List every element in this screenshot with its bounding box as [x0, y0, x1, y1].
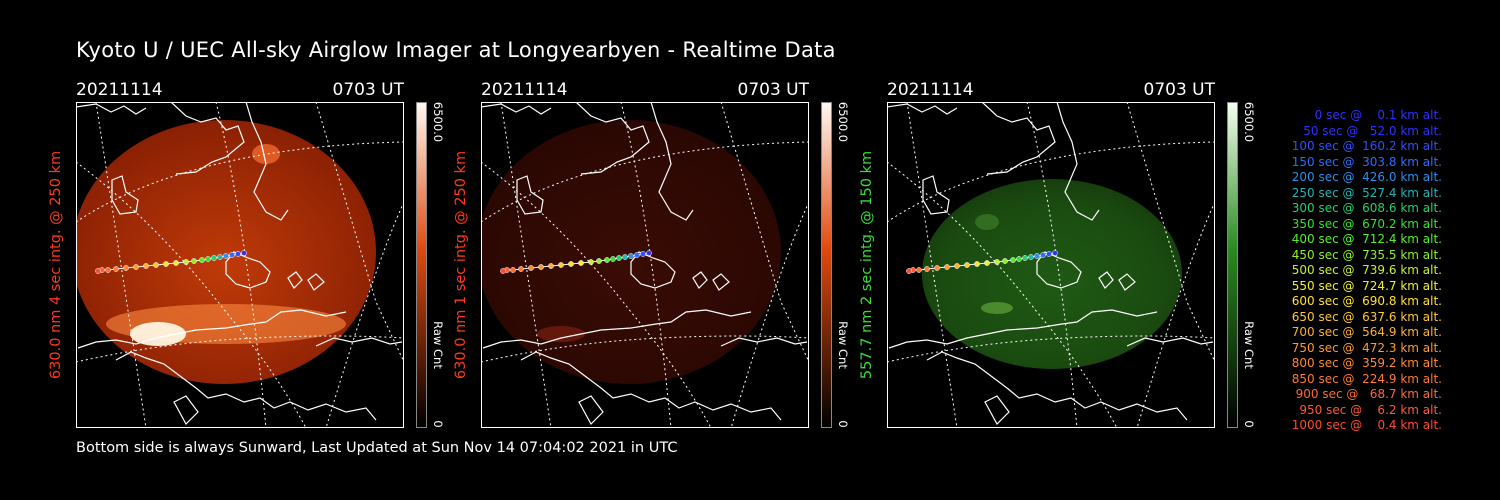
- trajectory-point: [199, 257, 205, 263]
- legend-entry: 750 sec @ 472.3 km alt.: [1287, 340, 1442, 355]
- trajectory-point: [622, 254, 628, 260]
- legend-entry: 0 sec @ 0.1 km alt.: [1303, 108, 1442, 122]
- trajectory-point: [510, 267, 516, 273]
- legend-entry: 150 sec @ 303.8 km alt.: [1287, 154, 1442, 169]
- trajectory-point: [640, 251, 646, 257]
- trajectory-point: [229, 252, 235, 258]
- trajectory-point: [143, 263, 149, 269]
- trajectory-point: [153, 262, 159, 268]
- trajectory-point: [235, 251, 241, 257]
- legend-entry: 800 sec @ 359.2 km alt.: [1287, 356, 1442, 370]
- panel-ylabel-text: 630.0 nm 4 sec intg. @ 250 km: [48, 150, 64, 380]
- trajectory-point: [610, 256, 616, 262]
- trajectory-point: [1046, 251, 1052, 257]
- legend-entry: 450 sec @ 735.5 km alt.: [1287, 247, 1442, 262]
- colorbar: [416, 102, 427, 428]
- legend-entry: 350 sec @ 670.2 km alt.: [1287, 216, 1442, 231]
- panel-date: 20211114: [887, 80, 974, 100]
- trajectory-point: [588, 259, 594, 265]
- legend-entry: 250 sec @ 527.4 km alt.: [1287, 185, 1442, 200]
- legend-entry: 650 sec @ 637.6 km alt.: [1287, 309, 1442, 324]
- trajectory-point: [123, 265, 129, 271]
- panel-date: 20211114: [481, 80, 568, 100]
- trajectory-point: [223, 253, 229, 259]
- trajectory-point: [906, 268, 912, 274]
- legend-entry: 1000 sec @ 0.4 km alt.: [1291, 418, 1442, 432]
- panel-2: 20211114 0703 UT 630.0 nm 1 sec intg. @ …: [453, 80, 850, 428]
- trajectory-legend: 0 sec @ 0.1 km alt. 50 sec @ 52.0 km alt…: [1262, 108, 1442, 434]
- trajectory-point: [596, 258, 602, 264]
- allsky-image: [887, 102, 1215, 428]
- allsky-image: [481, 102, 809, 428]
- trajectory-point: [634, 252, 640, 258]
- panel-ylabel-text: 557.7 nm 2 sec intg. @ 150 km: [859, 150, 875, 380]
- trajectory-point: [578, 260, 584, 266]
- legend-entry: 100 sec @ 160.2 km alt.: [1287, 139, 1442, 153]
- panel-time: 0703 UT: [332, 80, 405, 100]
- trajectory-point: [95, 268, 101, 274]
- legend-entry: 950 sec @ 6.2 km alt.: [1295, 402, 1442, 417]
- colorbar: [1227, 102, 1238, 428]
- legend-entry: 300 sec @ 608.6 km alt.: [1287, 201, 1442, 215]
- trajectory-point: [1040, 252, 1046, 258]
- trajectory-point: [211, 255, 217, 261]
- panel-date: 20211114: [76, 80, 163, 100]
- trajectory-point: [1016, 256, 1022, 262]
- trajectory-point: [616, 255, 622, 261]
- legend-entry: 600 sec @ 690.8 km alt.: [1287, 294, 1442, 308]
- trajectory-point: [1028, 254, 1034, 260]
- allsky-image: [76, 102, 404, 428]
- trajectory-point: [518, 266, 524, 272]
- panel-ylabel-text: 630.0 nm 1 sec intg. @ 250 km: [453, 150, 469, 380]
- trajectory-point: [916, 267, 922, 273]
- legend-entry: 400 sec @ 712.4 km alt.: [1287, 232, 1442, 246]
- trajectory-point: [628, 253, 634, 259]
- panel-1: 20211114 0703 UT 630.0 nm 4 sec intg. @ …: [48, 80, 445, 428]
- trajectory-point: [984, 260, 990, 266]
- trajectory-point: [994, 259, 1000, 265]
- trajectory-point: [113, 266, 119, 272]
- trajectory-point: [974, 261, 980, 267]
- panel-time: 0703 UT: [737, 80, 810, 100]
- trajectory-point: [1010, 257, 1016, 263]
- trajectory-point: [133, 264, 139, 270]
- trajectory-point: [1052, 250, 1058, 256]
- trajectory-point: [954, 263, 960, 269]
- trajectory-point: [500, 268, 506, 274]
- trajectory-point: [646, 250, 652, 256]
- trajectory-point: [105, 267, 111, 273]
- panel-time: 0703 UT: [1143, 80, 1216, 100]
- panel-3: 20211114 0703 UT 557.7 nm 2 sec intg. @ …: [859, 80, 1256, 428]
- legend-entry: 550 sec @ 724.7 km alt.: [1287, 278, 1442, 293]
- legend-entry: 200 sec @ 426.0 km alt.: [1287, 170, 1442, 184]
- trajectory-point: [173, 260, 179, 266]
- legend-entry: 850 sec @ 224.9 km alt.: [1287, 371, 1442, 386]
- legend-entry: 50 sec @ 52.0 km alt.: [1295, 123, 1442, 138]
- trajectory-point: [217, 254, 223, 260]
- trajectory-point: [538, 264, 544, 270]
- trajectory-point: [528, 265, 534, 271]
- legend-entry: 900 sec @ 68.7 km alt.: [1291, 387, 1442, 401]
- trajectory-point: [1034, 253, 1040, 259]
- trajectory-point: [191, 258, 197, 264]
- trajectory-point: [924, 266, 930, 272]
- trajectory-point: [1002, 258, 1008, 264]
- colorbar: [821, 102, 832, 428]
- trajectory-point: [1022, 255, 1028, 261]
- trajectory-point: [604, 257, 610, 263]
- trajectory-point: [558, 262, 564, 268]
- page-title: Kyoto U / UEC All-sky Airglow Imager at …: [76, 38, 836, 62]
- legend-entry: 700 sec @ 564.9 km alt.: [1287, 325, 1442, 339]
- trajectory-point: [944, 264, 950, 270]
- trajectory-point: [934, 265, 940, 271]
- trajectory-point: [183, 259, 189, 265]
- legend-entry: 500 sec @ 739.6 km alt.: [1287, 263, 1442, 277]
- trajectory-point: [568, 261, 574, 267]
- trajectory-point: [964, 262, 970, 268]
- footer-note: Bottom side is always Sunward, Last Upda…: [76, 440, 678, 456]
- trajectory-point: [241, 250, 247, 256]
- trajectory-point: [205, 256, 211, 262]
- trajectory-point: [548, 263, 554, 269]
- trajectory-point: [163, 261, 169, 267]
